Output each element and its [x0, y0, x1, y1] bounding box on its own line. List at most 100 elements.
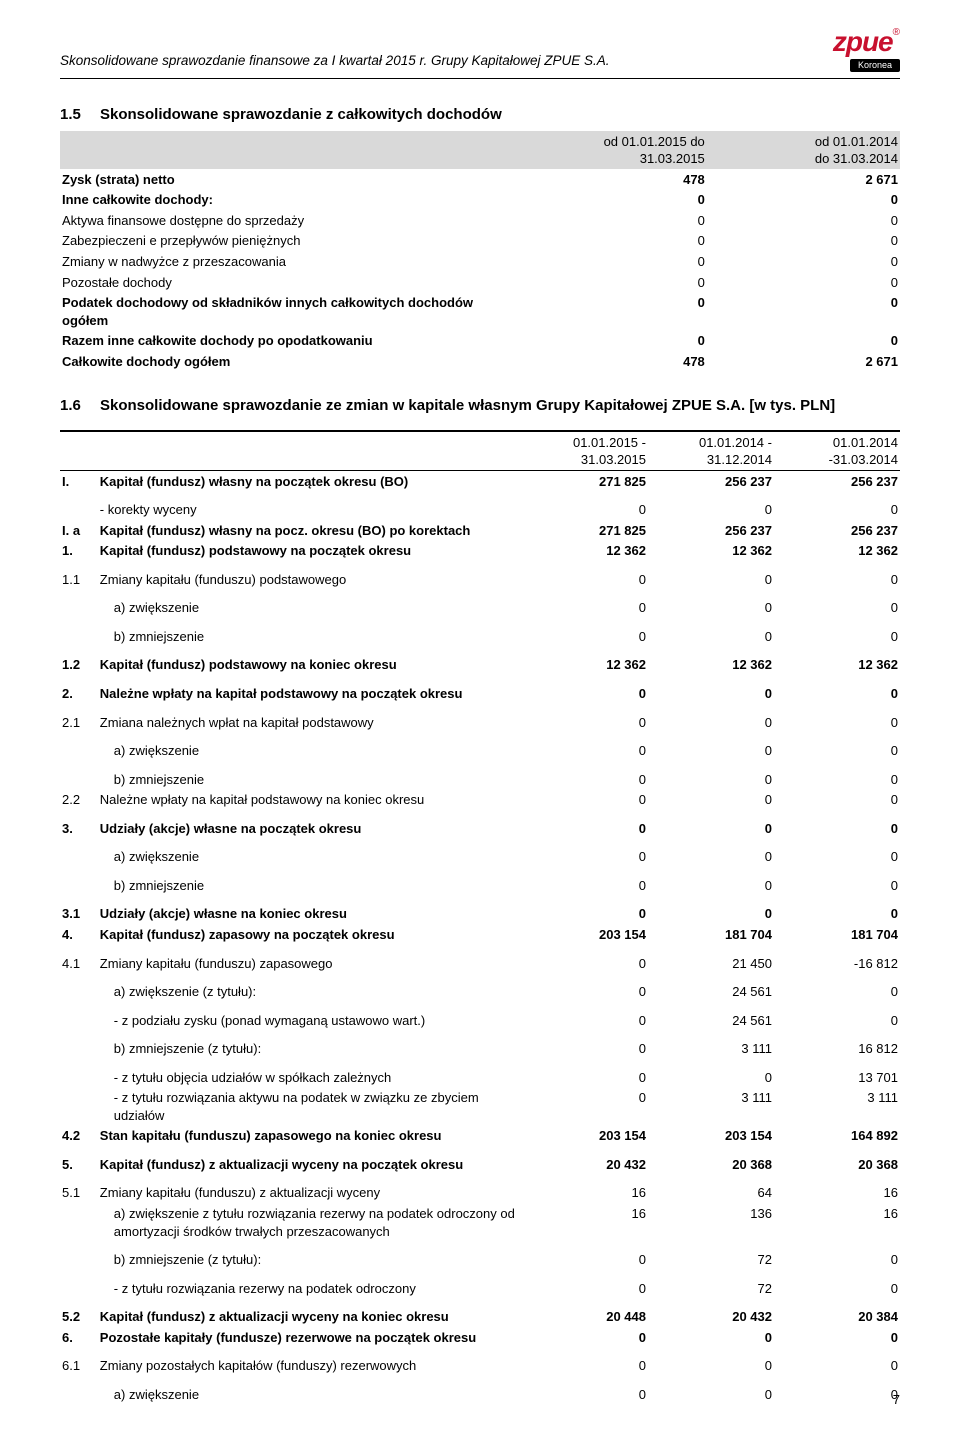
row-num — [60, 741, 98, 762]
table-row: 5.Kapitał (fundusz) z aktualizacji wycen… — [60, 1154, 900, 1175]
row-num: 4. — [60, 924, 98, 945]
row-num: I. a — [60, 520, 98, 541]
table-row: Inne całkowite dochody:00 — [60, 190, 900, 211]
row-label: Podatek dochodowy od składników innych c… — [60, 293, 514, 331]
table-row: Podatek dochodowy od składników innych c… — [60, 293, 900, 331]
row-value-1: 0 — [522, 982, 648, 1003]
row-num — [60, 1088, 98, 1126]
row-label: Zmiany kapitału (funduszu) z aktualizacj… — [98, 1183, 522, 1204]
table-row: 1.1Zmiany kapitału (funduszu) podstawowe… — [60, 569, 900, 590]
row-value-1: 0 — [522, 598, 648, 619]
row-label: Pozostałe dochody — [60, 272, 514, 293]
gap-row — [60, 676, 900, 684]
row-value-3: 0 — [774, 818, 900, 839]
table-row: Zysk (strata) netto4782 671 — [60, 169, 900, 190]
row-value-2: 0 — [648, 769, 774, 790]
table-row: I.Kapitał (fundusz) własny na początek o… — [60, 471, 900, 492]
row-value-1: 20 432 — [522, 1154, 648, 1175]
row-value-1: 0 — [522, 1039, 648, 1060]
row-value-2: 0 — [648, 712, 774, 733]
gap-row — [60, 1146, 900, 1154]
row-num: 5.2 — [60, 1307, 98, 1328]
row-value-1: 0 — [522, 1356, 648, 1377]
row-label: Kapitał (fundusz) podstawowy na początek… — [98, 541, 522, 562]
row-num — [60, 1203, 98, 1241]
row-value-3: 0 — [774, 1356, 900, 1377]
gap-row — [60, 492, 900, 500]
row-value-3: 0 — [774, 741, 900, 762]
table-row: b) zmniejszenie (z tytułu):0720 — [60, 1250, 900, 1271]
gap-row — [60, 945, 900, 953]
row-value-2: 0 — [648, 741, 774, 762]
table-1-5: od 01.01.2015 do 31.03.2015 od 01.01.201… — [60, 131, 900, 372]
row-num: 3. — [60, 818, 98, 839]
row-value-2: 203 154 — [648, 1126, 774, 1147]
row-num: 5.1 — [60, 1183, 98, 1204]
logo-koronea: Koronea — [850, 59, 900, 72]
gap-row — [60, 590, 900, 598]
row-value-3: 13 701 — [774, 1067, 900, 1088]
col2-line2: do 31.03.2014 — [815, 151, 898, 166]
table-row: b) zmniejszenie000 — [60, 769, 900, 790]
row-num — [60, 769, 98, 790]
row-value-1: 16 — [522, 1203, 648, 1241]
row-label: Stan kapitału (funduszu) zapasowego na k… — [98, 1126, 522, 1147]
table-row: a) zwiększenie000 — [60, 847, 900, 868]
row-label: a) zwiększenie — [98, 598, 522, 619]
row-num: 4.2 — [60, 1126, 98, 1147]
row-label: Zmiany kapitału (funduszu) podstawowego — [98, 569, 522, 590]
table-row: a) zwiększenie000 — [60, 1384, 900, 1405]
gap-row — [60, 733, 900, 741]
table-row: 4.1Zmiany kapitału (funduszu) zapasowego… — [60, 953, 900, 974]
row-label: - z tytułu rozwiązania aktywu na podatek… — [98, 1088, 522, 1126]
table-row: 5.2Kapitał (fundusz) z aktualizacji wyce… — [60, 1307, 900, 1328]
row-num — [60, 1250, 98, 1271]
row-label: Kapitał (fundusz) własny na początek okr… — [98, 471, 522, 492]
row-value-3: -16 812 — [774, 953, 900, 974]
logo-zpue: zpue — [833, 26, 893, 57]
row-value-1: 12 362 — [522, 541, 648, 562]
row-label: Zysk (strata) netto — [60, 169, 514, 190]
row-value-2: 2 671 — [707, 351, 900, 372]
row-value-2: 0 — [707, 272, 900, 293]
row-num: 1.2 — [60, 655, 98, 676]
row-value-2: 12 362 — [648, 541, 774, 562]
row-value-1: 0 — [522, 769, 648, 790]
row-value-3: 0 — [774, 769, 900, 790]
row-value-3: 0 — [774, 500, 900, 521]
row-value-2: 0 — [707, 190, 900, 211]
row-value-2: 20 432 — [648, 1307, 774, 1328]
row-value-1: 0 — [522, 953, 648, 974]
row-value-3: 0 — [774, 1010, 900, 1031]
row-value-1: 203 154 — [522, 1126, 648, 1147]
gap-row — [60, 1002, 900, 1010]
row-label: Zmiana należnych wpłat na kapitał podsta… — [98, 712, 522, 733]
row-label: Kapitał (fundusz) podstawowy na koniec o… — [98, 655, 522, 676]
section-num: 1.5 — [60, 105, 100, 125]
section-title-text: Skonsolidowane sprawozdanie z całkowityc… — [100, 105, 502, 125]
row-label: a) zwiększenie — [98, 741, 522, 762]
row-value-3: 256 237 — [774, 471, 900, 492]
row-value-2: 0 — [648, 1067, 774, 1088]
table-row: Zmiany w nadwyżce z przeszacowania00 — [60, 252, 900, 273]
row-value-1: 0 — [522, 1088, 648, 1126]
row-value-3: 0 — [774, 1327, 900, 1348]
row-value-3: 181 704 — [774, 924, 900, 945]
row-value-2: 0 — [648, 626, 774, 647]
h2a: 01.01.2014 - — [699, 435, 772, 450]
row-value-2: 72 — [648, 1250, 774, 1271]
row-value-3: 0 — [774, 626, 900, 647]
row-value-1: 0 — [514, 210, 707, 231]
row-value-1: 0 — [514, 231, 707, 252]
col1-line2: 31.03.2015 — [640, 151, 705, 166]
row-value-1: 0 — [522, 712, 648, 733]
table-row: 2.2Należne wpłaty na kapitał podstawowy … — [60, 790, 900, 811]
row-value-1: 0 — [522, 626, 648, 647]
row-value-2: 24 561 — [648, 1010, 774, 1031]
row-num — [60, 598, 98, 619]
table-row: - korekty wyceny000 — [60, 500, 900, 521]
table-row: a) zwiększenie z tytułu rozwiązania reze… — [60, 1203, 900, 1241]
row-value-2: 64 — [648, 1183, 774, 1204]
row-label: b) zmniejszenie — [98, 626, 522, 647]
row-value-3: 0 — [774, 1278, 900, 1299]
